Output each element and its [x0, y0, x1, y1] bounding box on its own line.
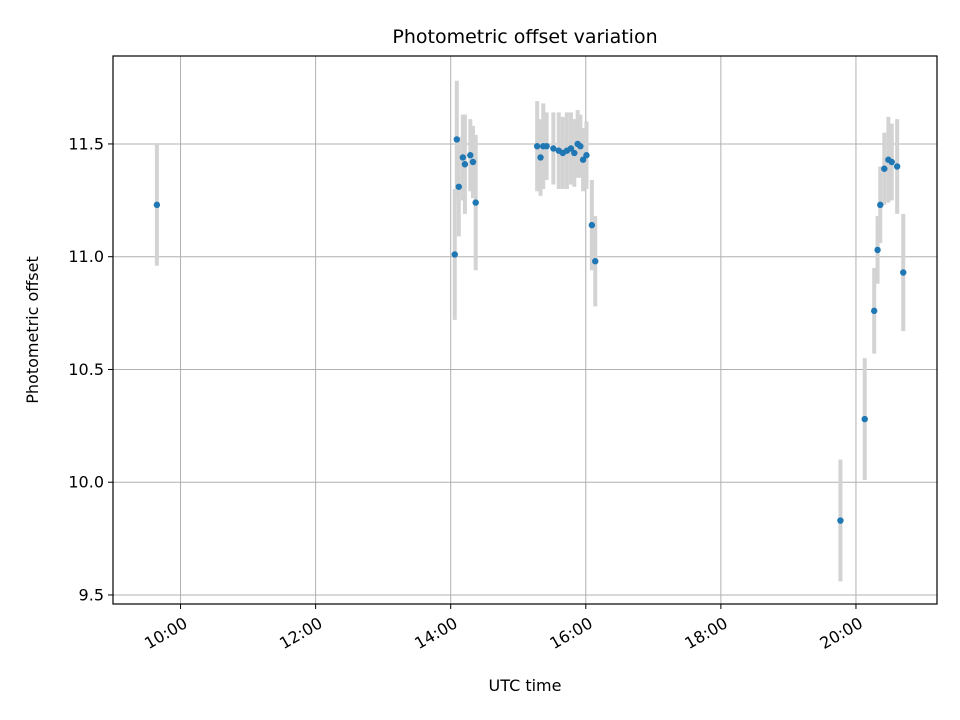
data-points: [153, 136, 907, 524]
data-point: [459, 154, 467, 161]
data-point: [550, 145, 557, 152]
data-point: [588, 221, 596, 229]
data-point: [537, 154, 544, 161]
data-point: [583, 152, 590, 159]
data-point: [837, 517, 844, 524]
data-point: [453, 136, 460, 143]
data-point: [472, 199, 479, 206]
data-point: [533, 143, 541, 150]
y-axis-ticks: 9.5 10.0 10.5 11.0 11.5: [68, 134, 113, 604]
data-point: [455, 183, 463, 190]
data-point: [900, 269, 907, 276]
data-point: [577, 143, 584, 150]
data-point: [461, 161, 469, 168]
data-point: [567, 145, 575, 152]
data-point: [469, 158, 477, 166]
plot-frame: [112, 55, 938, 605]
data-point: [467, 152, 474, 159]
data-point: [592, 258, 599, 265]
y-tick-label: 9.5: [79, 585, 104, 604]
data-point: [874, 246, 881, 254]
y-tick-label: 11.5: [68, 134, 104, 153]
data-point: [571, 149, 578, 157]
chart-title: Photometric offset variation: [392, 26, 657, 48]
data-point: [877, 201, 884, 209]
y-axis-label: Photometric offset: [23, 256, 42, 404]
data-point: [543, 143, 550, 150]
grid-lines: [113, 56, 937, 604]
data-point: [881, 165, 888, 172]
data-point: [888, 158, 895, 166]
data-point: [451, 251, 458, 258]
y-tick-label: 10.5: [68, 360, 104, 379]
data-point: [153, 201, 161, 209]
data-point: [861, 415, 868, 423]
x-axis-label: UTC time: [489, 676, 562, 695]
y-tick-label: 10.0: [68, 473, 104, 492]
data-point: [893, 163, 901, 170]
data-point: [579, 156, 587, 163]
y-tick-label: 11.0: [68, 247, 104, 266]
data-point: [870, 307, 878, 315]
